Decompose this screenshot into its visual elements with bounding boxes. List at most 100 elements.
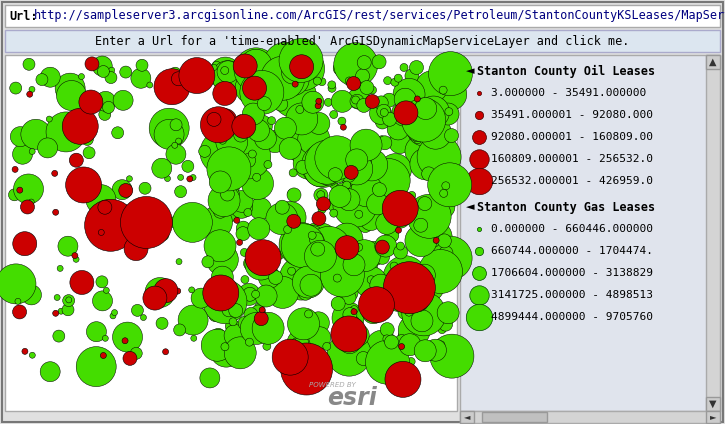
Circle shape (391, 78, 399, 86)
Circle shape (413, 142, 435, 164)
Circle shape (317, 191, 325, 199)
Circle shape (344, 165, 358, 179)
Circle shape (202, 329, 233, 361)
Circle shape (318, 206, 326, 214)
Text: 160809.000001 - 256532.0: 160809.000001 - 256532.0 (491, 154, 653, 164)
Circle shape (120, 196, 173, 248)
Circle shape (438, 355, 446, 363)
Circle shape (279, 137, 301, 159)
Circle shape (365, 340, 410, 384)
Circle shape (335, 236, 359, 259)
Circle shape (439, 317, 452, 331)
Circle shape (378, 136, 392, 150)
Circle shape (203, 280, 247, 324)
Circle shape (347, 324, 369, 346)
Circle shape (191, 335, 196, 341)
Circle shape (254, 303, 262, 311)
Circle shape (175, 288, 181, 294)
Circle shape (323, 343, 331, 350)
Circle shape (356, 149, 388, 181)
Circle shape (307, 226, 351, 271)
Circle shape (414, 340, 436, 362)
Circle shape (407, 290, 429, 312)
Circle shape (331, 90, 353, 112)
Circle shape (293, 148, 325, 179)
Circle shape (405, 69, 419, 83)
Circle shape (362, 302, 384, 324)
Text: 1706604.000000 - 3138829: 1706604.000000 - 3138829 (491, 268, 653, 278)
Circle shape (297, 225, 311, 239)
Circle shape (240, 127, 254, 141)
Circle shape (406, 265, 428, 287)
Circle shape (73, 257, 79, 262)
Circle shape (383, 335, 391, 343)
Circle shape (330, 342, 338, 350)
Circle shape (358, 137, 366, 145)
Circle shape (407, 357, 415, 365)
Circle shape (393, 96, 401, 104)
Circle shape (289, 72, 304, 86)
Circle shape (426, 154, 439, 168)
Circle shape (245, 248, 277, 280)
Circle shape (236, 240, 243, 245)
Circle shape (124, 237, 148, 261)
Circle shape (266, 203, 298, 234)
Circle shape (143, 286, 167, 310)
Circle shape (244, 307, 258, 321)
Circle shape (241, 248, 249, 257)
Circle shape (407, 100, 428, 123)
Circle shape (241, 153, 256, 167)
Circle shape (40, 362, 60, 382)
Bar (5, 55, 457, 411)
Circle shape (413, 264, 435, 286)
Circle shape (200, 131, 244, 174)
Circle shape (429, 264, 452, 285)
Circle shape (382, 190, 418, 226)
Circle shape (146, 82, 153, 88)
Circle shape (154, 279, 178, 303)
Circle shape (384, 262, 435, 314)
Circle shape (307, 55, 321, 69)
Circle shape (414, 218, 428, 232)
Circle shape (343, 307, 357, 321)
Circle shape (131, 304, 144, 316)
Circle shape (229, 318, 237, 326)
Circle shape (373, 60, 381, 68)
Circle shape (289, 169, 297, 177)
Circle shape (252, 290, 260, 298)
Circle shape (430, 177, 452, 199)
Circle shape (320, 253, 364, 297)
Text: 35491.000001 - 92080.000: 35491.000001 - 92080.000 (491, 110, 653, 120)
Circle shape (330, 111, 338, 119)
Circle shape (29, 148, 36, 154)
Circle shape (390, 262, 398, 270)
Bar (460, 411, 474, 423)
Circle shape (273, 74, 316, 118)
Circle shape (252, 305, 265, 319)
Circle shape (283, 226, 291, 234)
Circle shape (305, 140, 349, 184)
Circle shape (224, 337, 256, 369)
Circle shape (268, 117, 276, 125)
Circle shape (289, 76, 297, 84)
Circle shape (145, 278, 175, 307)
Circle shape (334, 183, 355, 205)
Circle shape (46, 112, 86, 152)
Text: ◄: ◄ (464, 413, 471, 421)
Circle shape (334, 43, 378, 86)
Circle shape (231, 190, 253, 212)
Circle shape (274, 97, 288, 111)
Circle shape (355, 267, 387, 298)
Circle shape (358, 103, 366, 111)
Circle shape (254, 312, 268, 326)
Circle shape (312, 212, 326, 226)
Circle shape (373, 183, 386, 197)
Circle shape (276, 200, 289, 214)
Circle shape (334, 274, 341, 282)
Circle shape (240, 312, 273, 344)
Circle shape (438, 326, 446, 334)
Circle shape (286, 131, 318, 163)
Circle shape (399, 343, 405, 349)
Circle shape (112, 180, 132, 200)
Circle shape (46, 116, 52, 122)
